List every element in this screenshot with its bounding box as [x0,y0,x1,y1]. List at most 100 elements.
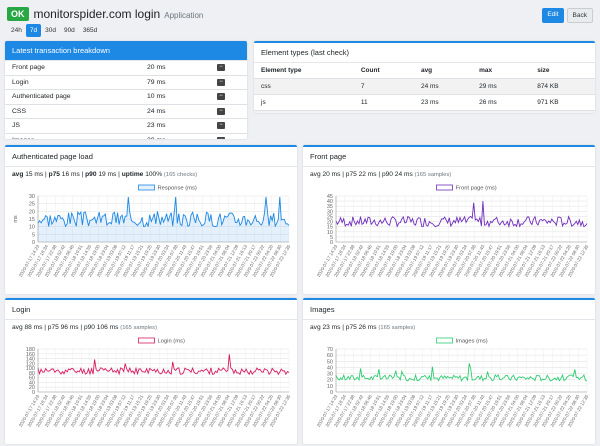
y-tick-label: 0 [32,390,35,396]
series-line [37,354,290,376]
login-stats-text: avg 88 ms | p75 96 ms | p90 106 ms [12,324,119,331]
login-stats: avg 88 ms | p75 96 ms | p90 106 ms (165 … [12,324,157,331]
breakdown-label: CSS [12,107,26,115]
breakdown-value: 20 ms [147,137,217,139]
legend-label: Images (ms) [456,339,488,345]
y-tick-label: 5 [330,235,333,241]
breakdown-label: Authenticated page [12,93,71,101]
y-axis-label: ms [13,215,19,223]
element-types-title: Element types (last check) [254,41,595,63]
table-cell: 20 ms [413,110,473,113]
table-cell: 29 ms [472,78,531,95]
table-row: css 7 24 ms 29 ms 874 KB [254,78,595,95]
collapse-icon[interactable]: − [217,93,225,101]
y-tick-label: 45 [327,194,333,200]
images-stats-text: avg 23 ms | p75 26 ms [310,324,377,331]
breakdown-label: Front page [12,64,45,72]
table-cell: 23 ms [413,94,473,111]
table-cell: 11 [353,94,414,111]
stat-avg-label: avg [12,171,24,178]
table-cell: 20 ms [472,110,531,113]
series-line [335,201,588,229]
table-row: js 11 23 ms 26 ms 971 KB [254,94,595,111]
column-header: max [472,63,531,79]
login-stats-note: (165 samples) [120,325,157,331]
breakdown-list: Front page 20 ms − Login 79 ms − Authenticated… [5,61,247,139]
y-tick-label: 80 [29,371,35,377]
status-badge: OK [7,7,29,21]
stat-p90-value: 19 ms [98,171,117,178]
front-page-card: Front page avg 20 ms | p75 22 ms | p90 2… [303,145,595,294]
y-tick-label: 25 [29,202,35,208]
range-7d[interactable]: 7d [25,24,42,37]
auth-stats: avg 15 ms | p75 16 ms | p90 19 ms | upti… [12,171,198,178]
stat-note: (165 checks) [163,172,198,178]
edit-button[interactable]: Edit [542,8,564,23]
front-page-chart: Front page (ms)0510152025303540452020-07… [316,184,590,278]
breakdown-value: 79 ms [147,78,166,86]
y-tick-label: 40 [327,199,333,205]
auth-card-title: Authenticated page load [5,145,297,167]
y-tick-label: 30 [327,209,333,215]
y-tick-label: 10 [327,230,333,236]
table-cell: images [254,110,354,113]
y-tick-label: 50 [327,359,333,365]
collapse-icon[interactable]: − [217,122,225,130]
breakdown-row: Front page 20 ms − [5,61,247,76]
auth-page-load-card: Authenticated page load avg 15 ms | p75 … [5,145,297,294]
page-title: monitorspider.com login [33,7,161,21]
y-tick-label: 0 [330,390,333,396]
breakdown-row: Images20 ms− [5,134,247,139]
table-cell: 971 KB [530,94,595,111]
y-tick-label: 30 [327,372,333,378]
page-subtitle: Application [164,10,204,20]
y-tick-label: 0 [32,240,35,246]
collapse-icon[interactable]: − [217,107,225,115]
collapse-icon[interactable]: − [217,64,225,72]
collapse-icon[interactable]: − [217,136,225,139]
y-tick-label: 30 [29,194,35,200]
breakdown-value: 23 ms [147,122,166,130]
images-card: Images avg 23 ms | p75 26 ms (165 sample… [303,298,595,444]
breakdown-value: 24 ms [147,107,166,115]
range-30d[interactable]: 30d [41,24,60,37]
legend-swatch [436,337,453,344]
column-header: Count [353,63,414,79]
y-tick-label: 0 [330,240,333,246]
series-area [38,196,289,242]
stat-p75-label: p75 [48,171,60,178]
series-line [335,363,588,383]
y-tick-label: 70 [327,347,333,353]
back-button[interactable]: Back [566,8,593,23]
column-header: avg [413,63,473,79]
legend-swatch [436,184,453,191]
range-365d[interactable]: 365d [78,24,102,37]
y-tick-label: 5 [32,232,35,238]
y-tick-label: 20 [327,220,333,226]
y-tick-label: 60 [327,353,333,359]
front-stats-text: avg 20 ms | p75 22 ms | p90 24 ms [310,171,413,178]
range-24h[interactable]: 24h [7,24,26,37]
legend-label: Login (ms) [158,339,185,345]
front-stats-note: (165 samples) [414,172,452,178]
login-chart: Login (ms)0204060801001201401601802020-0… [18,337,292,428]
images-card-title: Images [303,298,595,320]
breakdown-value: 10 ms [147,93,166,101]
breakdown-label: Images [5,137,147,139]
breakdown-title: Latest transaction breakdown [5,41,247,61]
range-90d[interactable]: 90d [59,24,79,37]
y-tick-label: 40 [29,380,35,386]
front-card-title: Front page [303,145,595,167]
collapse-icon[interactable]: − [217,78,225,86]
y-tick-label: 10 [29,225,35,231]
images-stats-note: (165 samples) [378,325,416,331]
table-cell: js [254,94,354,111]
element-types-card: Element types (last check) Element type C… [254,41,595,113]
stat-uptime-label: uptime [121,171,144,178]
y-tick-label: 60 [29,376,35,382]
breakdown-label: Login [12,78,29,86]
column-header: Element type [254,63,354,79]
stat-p75-value: 16 ms [61,171,80,178]
